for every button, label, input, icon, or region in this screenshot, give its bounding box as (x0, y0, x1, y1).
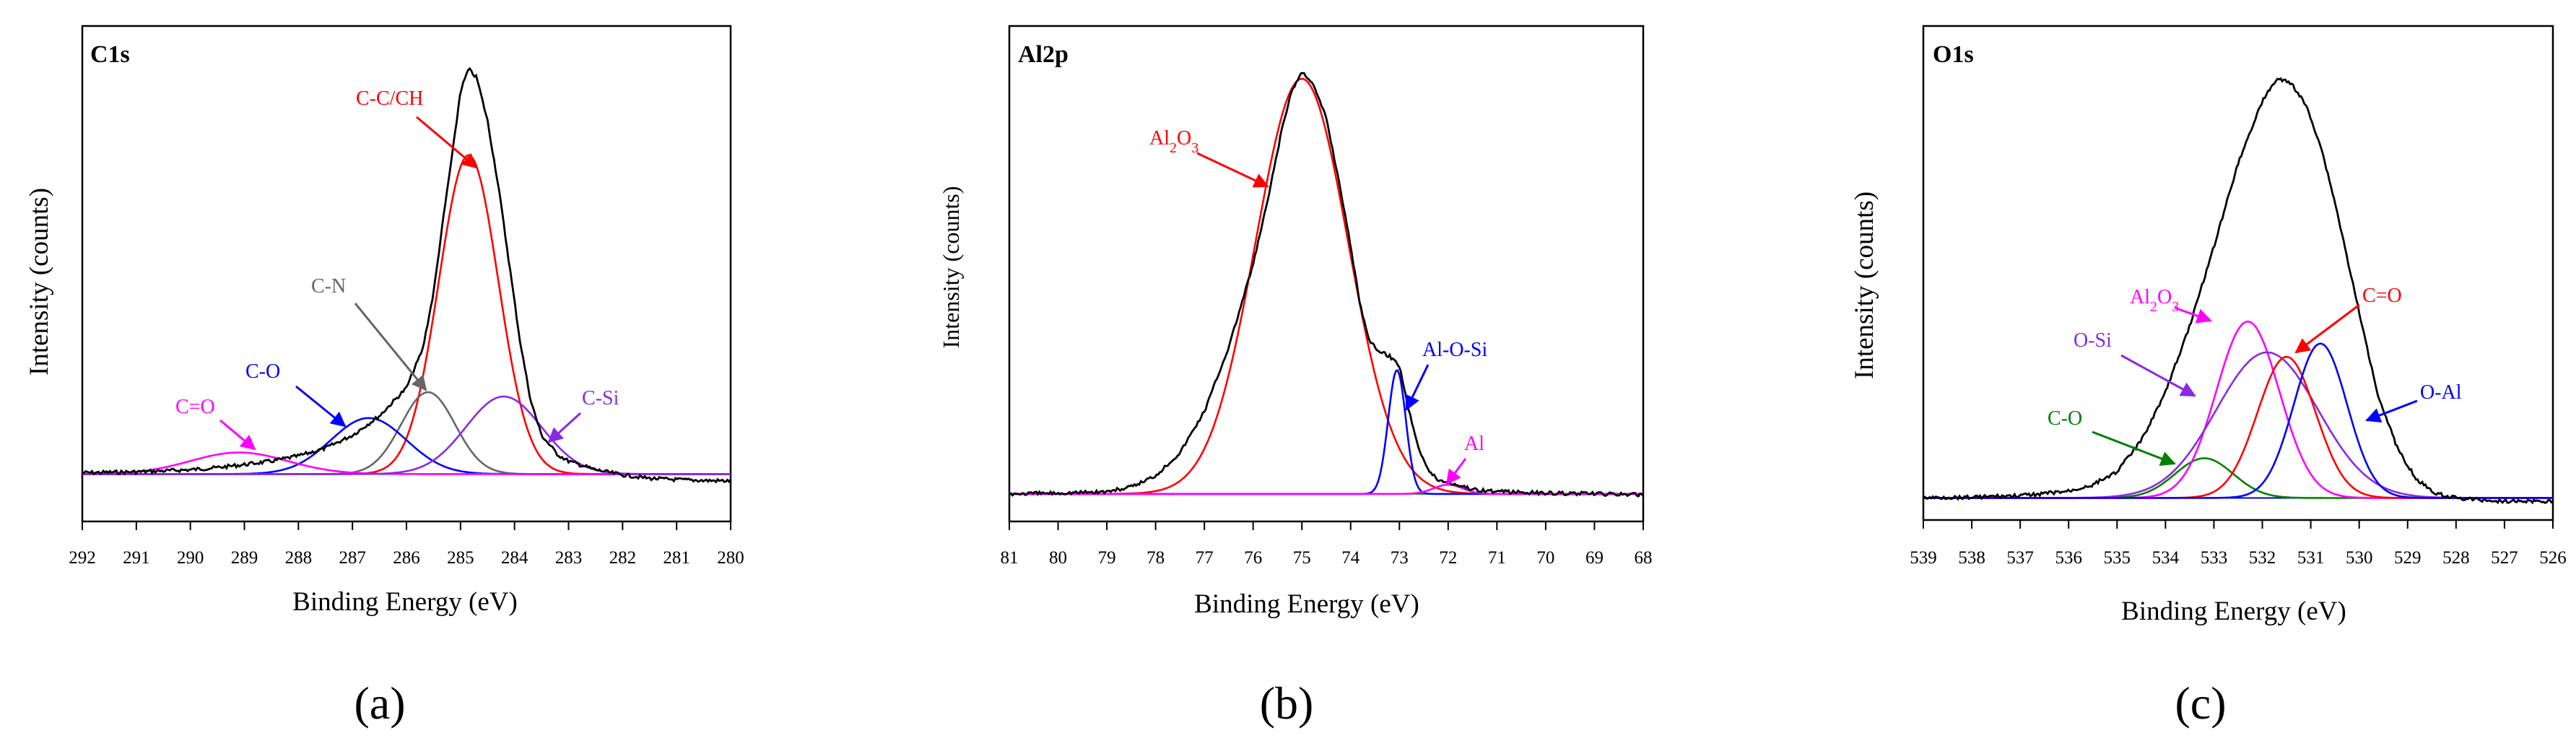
x-tick-label: 289 (231, 548, 258, 568)
plot-area-b: 81 80 79 78 77 76 75 74 73 72 71 70 69 68 (1001, 25, 1653, 568)
component-o-si (1923, 351, 2553, 499)
annotation-o-si: O-Si (2074, 329, 2112, 352)
annotation-c-eq-o: C=O (175, 396, 215, 418)
arrow-c-eq-o-c (2294, 303, 2360, 354)
panel-a-xlabel: Binding Energy (eV) (292, 587, 518, 617)
arrow-o-si (2120, 354, 2196, 397)
plot-area-c: 539 538 537 536 535 534 533 532 531 530 529 528 527 5… (1910, 25, 2567, 568)
panel-c-letter: (c) (2175, 677, 2226, 729)
arrow-c-n (354, 303, 427, 391)
x-tick-label: 534 (2152, 548, 2180, 568)
panel-a-title: C1s (90, 41, 130, 68)
annotation-al: Al (1464, 433, 1484, 455)
x-tick-label: 79 (1098, 548, 1116, 568)
x-tick-label: 75 (1293, 548, 1311, 568)
arrow-al2o3-b (1196, 152, 1269, 188)
x-tick-label: 536 (2055, 548, 2082, 568)
annotation-c-o: C-O (245, 360, 280, 383)
panel-b: 81 80 79 78 77 76 75 74 73 72 71 70 69 68 Al2p Intens… (938, 25, 1653, 729)
measured-spectrum (1009, 72, 1645, 498)
measured-spectrum (82, 66, 732, 484)
x-tick-label: 76 (1244, 548, 1262, 568)
arrow-c-si (547, 412, 582, 443)
component-c-o (82, 417, 731, 475)
x-tick-label: 537 (2006, 548, 2034, 568)
panel-b-xlabel: Binding Energy (eV) (1194, 589, 1419, 619)
panel-c-title: O1s (1933, 41, 1974, 68)
x-tick-label: 72 (1439, 548, 1457, 568)
x-tick-label: 291 (123, 548, 150, 568)
panel-c-ylabel: Intensity (counts) (1850, 191, 1879, 379)
annotation-c-si: C-Si (582, 387, 619, 410)
annotation-al2o3-c: Al2O3 (2130, 286, 2179, 315)
x-tick-label: 69 (1585, 548, 1604, 568)
annotation-c-n: C-N (311, 275, 346, 298)
x-tick-label: 528 (2442, 548, 2470, 568)
annotation-c-eq-o-c: C=O (2362, 285, 2402, 307)
annotation-c-c-ch: C-C/CH (356, 87, 423, 110)
x-tick-label: 280 (717, 548, 744, 568)
x-tick-label: 286 (393, 548, 420, 568)
arrow-al-o-si (1405, 364, 1430, 411)
annotation-c-o-c: C-O (2048, 407, 2082, 430)
x-tick-label: 81 (1001, 548, 1019, 568)
x-tick-label: 292 (69, 548, 96, 568)
x-tick-label: 71 (1488, 548, 1506, 568)
annotation-al2o3-b: Al2O3 (1149, 127, 1198, 156)
annotation-al-o-si: Al-O-Si (1422, 339, 1487, 361)
x-tick-label: 78 (1146, 548, 1165, 568)
x-tick-label: 538 (1958, 548, 1985, 568)
arrow-al2o3-c (2174, 306, 2212, 324)
panel-a-letter: (a) (354, 677, 405, 729)
x-tick-label: 531 (2297, 548, 2325, 568)
x-tick-label: 284 (501, 548, 528, 568)
x-tick-label: 80 (1049, 548, 1067, 568)
component-al2o3 (1923, 320, 2553, 499)
plot-frame (1922, 25, 2554, 521)
x-tick-label: 73 (1391, 548, 1409, 568)
x-tick-label: 68 (1635, 548, 1653, 568)
x-tick-label: 70 (1536, 548, 1554, 568)
panel-a-ylabel: Intensity (counts) (25, 188, 54, 376)
component-al2o3 (1009, 77, 1643, 495)
arrow-c-o (295, 385, 347, 428)
component-c-c-ch (82, 154, 731, 475)
plot-frame (1008, 25, 1645, 523)
arrow-c-o-c (2092, 430, 2176, 466)
arrow-o-al (2365, 399, 2418, 422)
panel-a: 292 291 290 289 288 287 286 285 284 283 282 281 280 … (25, 25, 744, 729)
panel-b-ylabel: Intensity (counts) (938, 186, 964, 349)
plot-area-a: 292 291 290 289 288 287 286 285 284 283 282 281 280 (69, 25, 744, 568)
x-tick-label: 529 (2394, 548, 2421, 568)
x-tick-label: 530 (2346, 548, 2373, 568)
x-tick-label: 535 (2104, 548, 2131, 568)
x-tick-label: 539 (1910, 548, 1937, 568)
arrow-c-eq-o (219, 419, 256, 451)
x-tick-label: 283 (555, 548, 583, 568)
x-tick-label: 281 (663, 548, 690, 568)
x-tick-label: 527 (2491, 548, 2518, 568)
x-tick-label: 285 (447, 548, 474, 568)
x-tick-label: 533 (2201, 548, 2228, 568)
panel-b-title: Al2p (1018, 41, 1069, 68)
component-al-o-si (1009, 369, 1643, 495)
panel-c: 539 538 537 536 535 534 533 532 531 530 529 528 527 5… (1850, 25, 2567, 729)
measured-spectrum (1923, 77, 2554, 505)
x-tick-label: 290 (177, 548, 204, 568)
x-tick-label: 287 (339, 548, 366, 568)
annotation-o-al: O-Al (2420, 381, 2462, 404)
arrow-c-c-ch (416, 116, 478, 169)
component-o-al (1923, 342, 2553, 499)
x-tick-label: 526 (2539, 548, 2567, 568)
x-tick-label: 288 (285, 548, 313, 568)
arrow-al (1445, 458, 1467, 485)
x-tick-label: 532 (2249, 548, 2276, 568)
component-c-si (82, 395, 731, 475)
panel-c-xlabel: Binding Energy (eV) (2121, 597, 2346, 626)
x-tick-label: 77 (1196, 548, 1214, 568)
panel-b-letter: (b) (1260, 677, 1314, 729)
x-tick-label: 74 (1341, 548, 1360, 568)
x-tick-label: 282 (609, 548, 637, 568)
